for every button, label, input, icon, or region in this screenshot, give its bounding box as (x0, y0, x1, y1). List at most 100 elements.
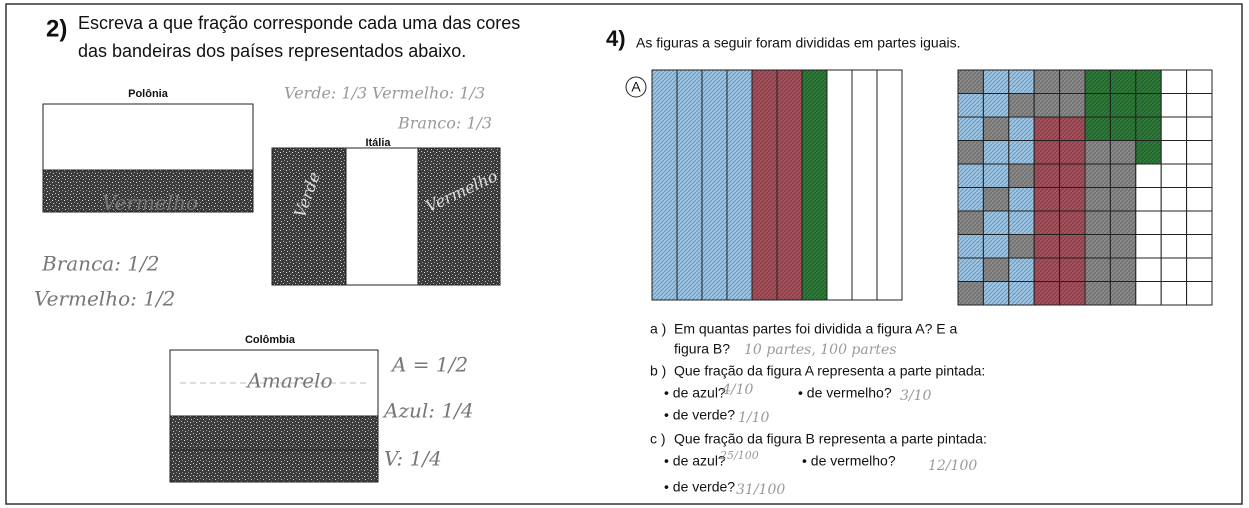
cell (752, 70, 777, 300)
cell (1136, 211, 1161, 235)
cell (1009, 282, 1034, 306)
item-text: Em quantas partes foi dividida a figura … (674, 321, 957, 337)
cell (1161, 117, 1186, 141)
cell (1085, 188, 1110, 212)
cell (877, 70, 902, 300)
item-label: b ) (650, 363, 666, 379)
cell (1110, 258, 1135, 282)
part-text: • de vermelho? (798, 385, 892, 401)
cell (852, 70, 877, 300)
cell (1110, 94, 1135, 118)
cell (1136, 141, 1161, 165)
cell (1187, 141, 1212, 165)
cell (983, 164, 1008, 188)
cell (1110, 70, 1135, 94)
cell (1187, 282, 1212, 306)
cell (1034, 235, 1059, 259)
cell (1034, 70, 1059, 94)
cell (1136, 164, 1161, 188)
cell (1187, 94, 1212, 118)
part-text: • de vermelho? (802, 453, 896, 469)
cell (1009, 117, 1034, 141)
worksheet: 2) Escreva a que fração corresponde cada… (0, 0, 1249, 508)
cell (1060, 70, 1085, 94)
cell (1060, 211, 1085, 235)
cell (958, 141, 983, 165)
cell (1187, 70, 1212, 94)
prompt: As figuras a seguir foram divididas em p… (636, 35, 960, 51)
cell (1085, 141, 1110, 165)
handwriting: 31/100 (736, 482, 785, 498)
cell (1034, 211, 1059, 235)
cell (1085, 164, 1110, 188)
cell (1060, 282, 1085, 306)
handwriting: Amarelo (245, 369, 332, 393)
cell (1009, 188, 1034, 212)
handwriting: 10 partes, 100 partes (744, 342, 897, 358)
cell (1060, 188, 1085, 212)
cell (802, 70, 827, 300)
cell (1161, 211, 1186, 235)
flag-name: Colômbia (245, 334, 296, 346)
cell (1034, 141, 1059, 165)
cell (1085, 117, 1110, 141)
cell (958, 70, 983, 94)
handwriting: A = 1/2 (390, 353, 468, 377)
cell (1161, 235, 1186, 259)
handwriting: Azul: 1/4 (382, 399, 474, 423)
part-text: • de verde? (664, 479, 735, 495)
cell (1034, 282, 1059, 306)
handwriting: Verde: 1/3 (284, 84, 367, 103)
handwriting: 1/10 (738, 410, 770, 426)
question-number: 2) (46, 15, 67, 42)
cell (958, 235, 983, 259)
cell (1187, 211, 1212, 235)
cell (1085, 258, 1110, 282)
handwriting: Branco: 1/3 (397, 114, 492, 133)
handwriting: V: 1/4 (384, 447, 442, 471)
cell (1110, 235, 1135, 259)
cell (1110, 164, 1135, 188)
cell (727, 70, 752, 300)
cell (1187, 164, 1212, 188)
cell (958, 164, 983, 188)
handwriting: Branca: 1/2 (41, 252, 159, 276)
cell (1161, 141, 1186, 165)
cell (1085, 235, 1110, 259)
cell (1161, 258, 1186, 282)
part-text: • de verde? (664, 407, 735, 423)
cell (983, 117, 1008, 141)
cell (1009, 164, 1034, 188)
cell (1136, 94, 1161, 118)
handwriting: 4/10 (721, 382, 754, 398)
cell (958, 258, 983, 282)
cell (983, 188, 1008, 212)
cell (1161, 70, 1186, 94)
cell (1034, 94, 1059, 118)
cell (1136, 117, 1161, 141)
figure-b (958, 70, 1212, 305)
cell (1110, 282, 1135, 306)
cell (983, 211, 1008, 235)
part-text: • de azul? (664, 453, 726, 469)
handwriting: Vermelho (102, 191, 198, 215)
cell (1110, 141, 1135, 165)
cell (1161, 282, 1186, 306)
cell (1085, 70, 1110, 94)
cell (1034, 164, 1059, 188)
part-text: • de azul? (664, 385, 726, 401)
handwriting: Vermelho: 1/2 (34, 287, 175, 311)
cell (1060, 94, 1085, 118)
cell (958, 282, 983, 306)
cell (1136, 282, 1161, 306)
handwriting: 12/100 (928, 458, 977, 474)
cell (1009, 94, 1034, 118)
cell (1009, 70, 1034, 94)
cell (1136, 188, 1161, 212)
cell (677, 70, 702, 300)
item-label: c ) (650, 431, 666, 447)
handwriting: 25/100 (719, 449, 759, 462)
handwriting: Vermelho: 1/3 (372, 84, 485, 103)
cell (1136, 70, 1161, 94)
cell (1009, 211, 1034, 235)
